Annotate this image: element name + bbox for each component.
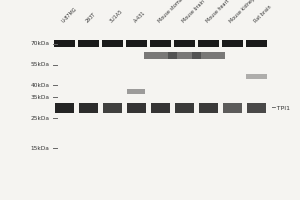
Bar <box>54 40 75 47</box>
Text: Mouse brain: Mouse brain <box>181 0 206 24</box>
Bar <box>102 40 123 47</box>
Text: U-87MG: U-87MG <box>61 7 78 24</box>
Text: 40kDa: 40kDa <box>31 83 50 88</box>
Text: 15kDa: 15kDa <box>31 146 50 151</box>
Bar <box>246 74 267 79</box>
Text: 55kDa: 55kDa <box>31 62 50 67</box>
Bar <box>103 103 122 113</box>
Text: Mouse kidney: Mouse kidney <box>229 0 256 24</box>
Text: 25kDa: 25kDa <box>31 116 50 121</box>
Text: Rat brain: Rat brain <box>253 5 272 24</box>
Bar <box>247 103 266 113</box>
Bar <box>174 40 195 47</box>
Bar <box>198 40 219 47</box>
Bar <box>127 103 146 113</box>
Bar <box>175 103 194 113</box>
Bar <box>144 52 177 59</box>
Bar <box>128 89 146 94</box>
Bar <box>126 40 147 47</box>
Text: Mouse heart: Mouse heart <box>205 0 230 24</box>
Bar <box>79 103 98 113</box>
Bar <box>55 103 74 113</box>
Bar <box>192 52 225 59</box>
Text: 293T: 293T <box>85 12 97 24</box>
Text: 35kDa: 35kDa <box>31 95 50 100</box>
Text: 70kDa: 70kDa <box>31 41 50 46</box>
Bar <box>150 40 171 47</box>
Bar <box>199 103 218 113</box>
Bar <box>151 103 170 113</box>
Text: A-431: A-431 <box>133 10 147 24</box>
Bar <box>168 52 201 59</box>
Bar <box>222 40 243 47</box>
Text: ─ TPI1: ─ TPI1 <box>272 106 290 110</box>
Text: 3U1A5: 3U1A5 <box>109 9 124 24</box>
Bar <box>246 40 267 47</box>
Text: Mouse stomach: Mouse stomach <box>157 0 188 24</box>
Bar <box>223 103 242 113</box>
Bar <box>78 40 99 47</box>
